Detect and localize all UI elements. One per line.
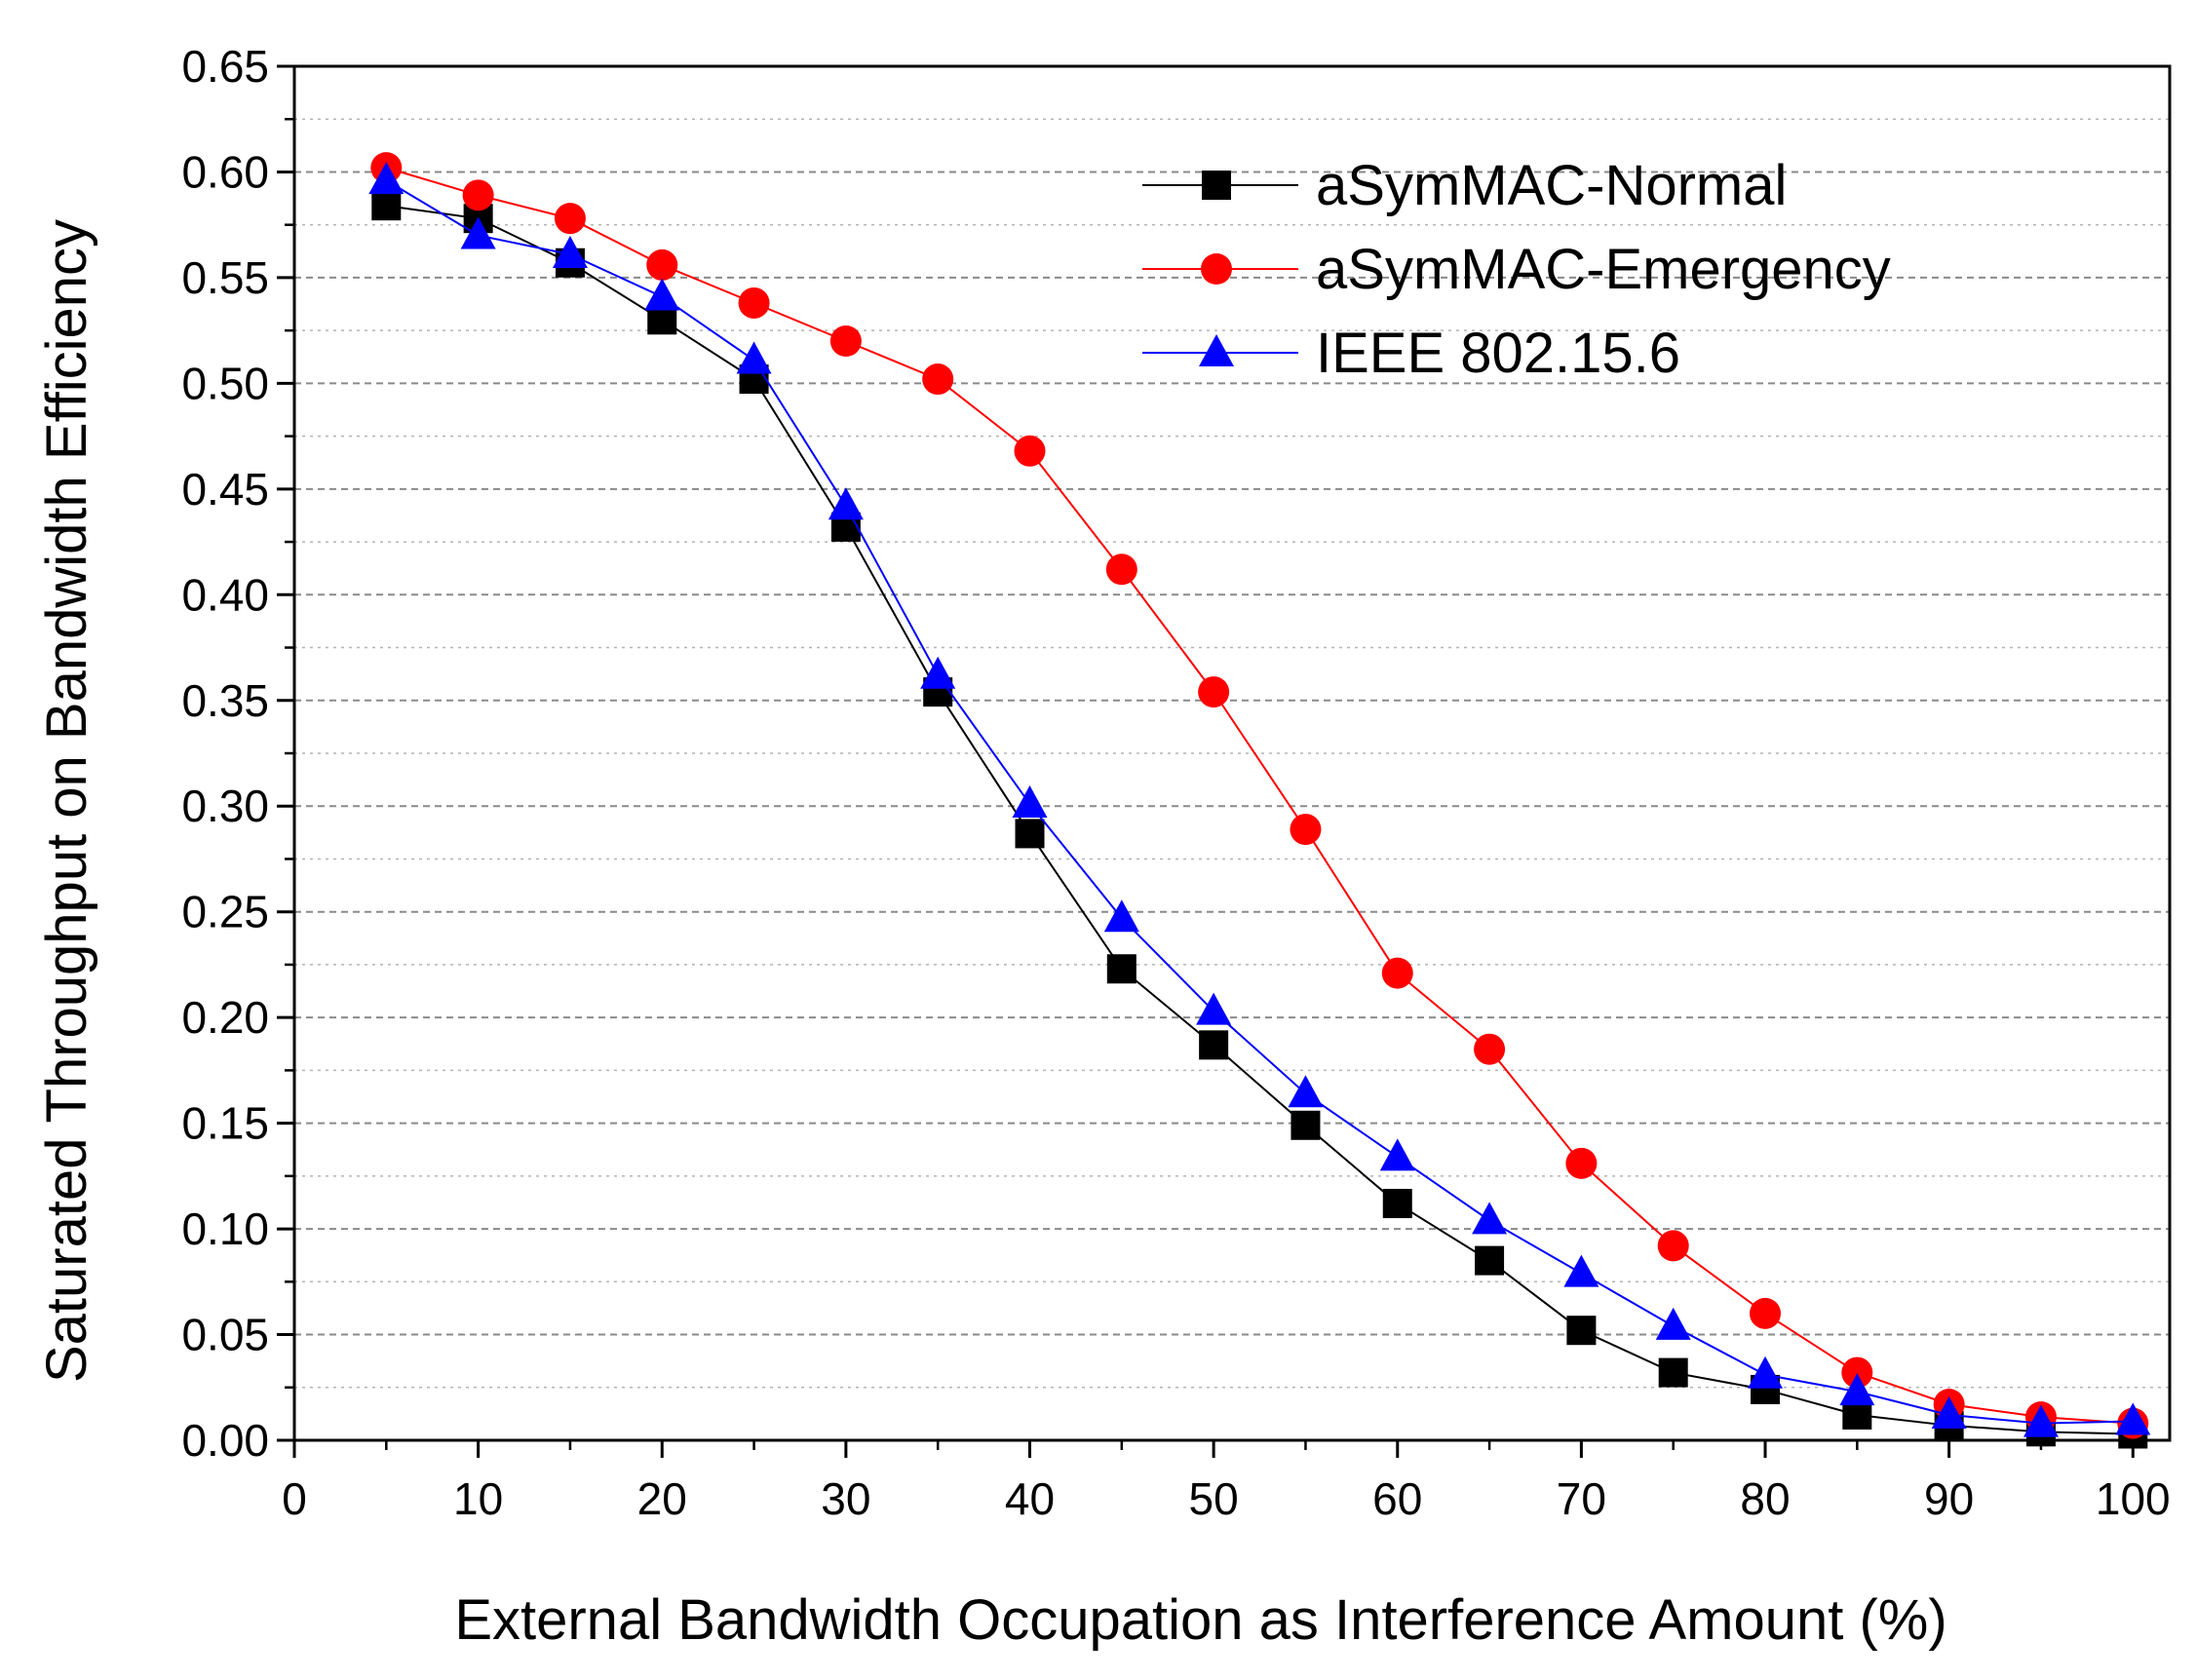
data-point — [2115, 1402, 2151, 1435]
y-tick-label: 0.00 — [181, 1415, 269, 1466]
data-point — [554, 203, 586, 235]
data-point — [920, 656, 956, 689]
data-point — [646, 248, 678, 281]
data-point — [460, 216, 496, 249]
legend-item: aSymMAC-Normal — [1142, 154, 1787, 217]
y-tick-label: 0.45 — [181, 464, 269, 515]
y-tick-label: 0.65 — [181, 41, 269, 92]
data-point — [644, 278, 680, 311]
series-line — [386, 205, 2134, 1435]
data-point — [371, 191, 402, 221]
data-point — [1563, 1254, 1599, 1287]
data-point — [828, 487, 864, 520]
y-tick-label: 0.20 — [181, 992, 269, 1043]
series-line — [386, 167, 2134, 1425]
y-tick-label: 0.60 — [181, 146, 269, 197]
data-point — [1841, 1356, 1873, 1389]
data-point — [829, 325, 862, 357]
legend-label: IEEE 802.15.6 — [1316, 322, 1680, 385]
data-point — [738, 286, 770, 319]
data-point — [922, 363, 954, 396]
data-point — [2023, 1404, 2059, 1437]
data-point — [1655, 1307, 1691, 1340]
x-tick-label: 30 — [821, 1473, 870, 1524]
data-point — [1382, 1189, 1412, 1219]
data-point — [1198, 676, 1230, 708]
data-point — [1290, 814, 1322, 846]
y-tick-label: 0.50 — [181, 358, 269, 408]
series-asymmac-normal — [371, 191, 2148, 1449]
legend-item: aSymMAC-Emergency — [1142, 238, 1891, 301]
x-tick-label: 70 — [1557, 1473, 1606, 1524]
legend-marker — [1202, 171, 1231, 200]
data-point — [368, 162, 405, 195]
data-point — [1014, 435, 1046, 467]
y-tick-label: 0.15 — [181, 1098, 269, 1149]
data-point — [1196, 992, 1232, 1025]
x-tick-label: 60 — [1372, 1473, 1422, 1524]
y-tick-label: 0.05 — [181, 1310, 269, 1360]
y-tick-label: 0.25 — [181, 887, 269, 937]
data-point — [1288, 1075, 1324, 1108]
legend-item: IEEE 802.15.6 — [1142, 322, 1680, 385]
y-axis-title: Saturated Throughput on Bandwidth Effici… — [35, 219, 98, 1383]
x-tick-label: 50 — [1189, 1473, 1239, 1524]
y-tick-label: 0.30 — [181, 781, 269, 831]
data-point — [1475, 1245, 1505, 1276]
x-tick-label: 80 — [1740, 1473, 1790, 1524]
data-point — [1012, 785, 1048, 819]
series-asymmac-emergency — [370, 152, 2149, 1439]
y-tick-label: 0.10 — [181, 1203, 269, 1254]
x-axis-title: External Bandwidth Occupation as Interfe… — [454, 1588, 1946, 1652]
data-point — [1657, 1230, 1689, 1262]
data-point — [1474, 1033, 1506, 1065]
x-tick-label: 100 — [2096, 1473, 2171, 1524]
y-tick-label: 0.55 — [181, 252, 269, 303]
data-point — [1566, 1316, 1597, 1346]
data-point — [1658, 1357, 1688, 1388]
data-point — [1750, 1297, 1782, 1329]
y-tick-label: 0.40 — [181, 569, 269, 620]
x-tick-label: 10 — [453, 1473, 503, 1524]
x-tick-label: 0 — [282, 1473, 307, 1524]
data-point — [1748, 1355, 1784, 1389]
data-point — [1472, 1202, 1508, 1235]
legend-marker — [1199, 334, 1234, 366]
x-tick-label: 90 — [1924, 1473, 1974, 1524]
data-point — [736, 341, 772, 374]
data-point — [1105, 554, 1137, 586]
data-point — [1839, 1373, 1875, 1406]
legend-marker — [1201, 253, 1232, 285]
data-point — [552, 236, 588, 269]
series-ieee-802-15-6 — [368, 162, 2151, 1437]
y-tick-label: 0.35 — [181, 675, 269, 726]
legend-label: aSymMAC-Normal — [1316, 154, 1787, 217]
x-tick-label: 20 — [637, 1473, 687, 1524]
data-point — [1381, 957, 1413, 989]
series — [368, 152, 2151, 1449]
axes: 0.00 0.05 0.10 0.15 0.20 0.25 0.30 0.35 0.40 0.45… — [181, 41, 2172, 1524]
data-point — [1379, 1138, 1415, 1171]
grid — [294, 118, 2170, 1389]
data-point — [1291, 1110, 1321, 1140]
data-point — [1931, 1395, 1967, 1429]
data-point — [1103, 899, 1139, 933]
data-point — [1106, 954, 1137, 984]
series-line — [385, 179, 2134, 1425]
legend: aSymMAC-Normal aSymMAC-Emergency IEEE 802.… — [1142, 154, 1891, 385]
data-point — [462, 179, 494, 211]
legend-label: aSymMAC-Emergency — [1316, 238, 1891, 301]
data-point — [1015, 819, 1045, 849]
data-point — [1565, 1147, 1598, 1179]
data-point — [1199, 1030, 1229, 1060]
x-tick-label: 40 — [1005, 1473, 1055, 1524]
